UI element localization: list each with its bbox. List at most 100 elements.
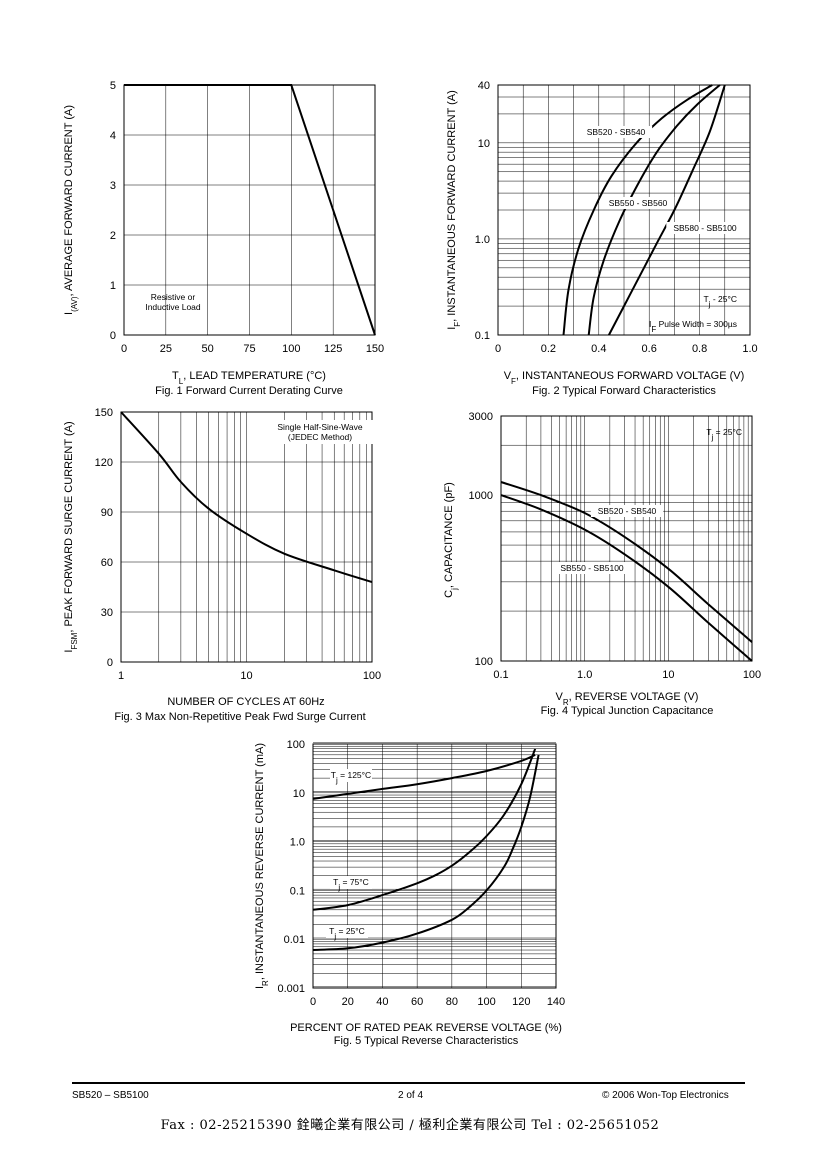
fig2-y-tick-label: 10 (478, 138, 490, 150)
fig5-series-line-1 (312, 753, 536, 800)
fig4-series-label-bg (553, 562, 631, 574)
fig3-series-line-1 (120, 411, 373, 583)
fig5-y-tick-label: 1.0 (290, 837, 305, 849)
footer-fax-line: Fax : 02-25215390 銓曦企業有限公司 / 極利企業有限公司 Te… (160, 1118, 660, 1133)
fig3-y-tick-label: 30 (101, 607, 113, 619)
fig3-x-tick-label: 1 (118, 670, 124, 682)
fig3-x-axis-label: NUMBER OF CYCLES AT 60Hz (167, 696, 324, 708)
fig1-y-tick-label: 0 (110, 330, 116, 342)
fig1-x-tick-label: 25 (160, 343, 172, 355)
fig2-x-tick-label: 0.4 (591, 343, 606, 355)
fig4-caption: Fig. 4 Typical Junction Capacitance (541, 705, 714, 717)
fig5-caption: Fig. 5 Typical Reverse Characteristics (334, 1035, 519, 1047)
fig1-caption: Fig. 1 Forward Current Derating Curve (155, 385, 343, 397)
fig2-series-line-1 (562, 84, 713, 336)
fig5-y-axis-label: IR, INSTANTANEOUS REVERSE CURRENT (mA) (254, 743, 270, 989)
fig2-series-label: SB520 - SB540 (587, 127, 646, 137)
fig2-x-tick-label: 0 (495, 343, 501, 355)
fig5-x-tick-label: 120 (512, 996, 530, 1008)
fig3-y-tick-label: 150 (95, 407, 113, 419)
fig4-series-label: SB520 - SB540 (598, 506, 657, 516)
fig1-y-tick-label: 3 (110, 180, 116, 192)
fig4-annotation: Tj = 25°C (706, 427, 742, 442)
fig5-x-tick-label: 20 (342, 996, 354, 1008)
fig2-annotation: Tj - 25°C (703, 294, 737, 309)
fig5-x-tick-label: 40 (376, 996, 388, 1008)
footer-copyright: © 2006 Won-Top Electronics (602, 1090, 729, 1101)
fig3-y-axis-label: IFSM, PEAK FORWARD SURGE CURRENT (A) (63, 421, 79, 652)
fig2-plot-frame (497, 84, 751, 336)
fig2-x-tick-label: 1.0 (742, 343, 757, 355)
fig1-x-axis-label: TL, LEAD TEMPERATURE (°C) (172, 370, 326, 386)
fig3-y-tick-label: 0 (107, 657, 113, 669)
fig4-series-label-bg (590, 505, 664, 517)
fig2-y-tick-label: 0.1 (475, 330, 490, 342)
fig1-x-tick-label: 50 (202, 343, 214, 355)
fig2-y-tick-label: 1.0 (475, 234, 490, 246)
fig5-y-tick-label: 0.01 (284, 934, 305, 946)
fig1-x-tick-label: 150 (366, 343, 384, 355)
footer-page-number: 2 of 4 (398, 1090, 424, 1101)
fig5-series-label: Tj = 125°C (331, 770, 371, 785)
fig2-series-label-bg (579, 126, 653, 138)
fig1-y-tick-label: 4 (110, 130, 116, 142)
fig2-x-tick-label: 0.6 (642, 343, 657, 355)
fig5-x-tick-label: 140 (547, 996, 565, 1008)
fig2-chart: 0 0.2 0.4 0.6 0.8 1.0 0.1 1.0 10 40 VF, INSTANTANE… (446, 80, 758, 397)
fig3-annotation-line2: (JEDEC Method) (288, 432, 352, 442)
fig4-y-tick-label: 1000 (469, 490, 493, 502)
fig5-series-label-bg (330, 876, 372, 889)
fig4-y-tick-label: 100 (475, 656, 493, 668)
fig4-y-axis-label: Cj, CAPACITANCE (pF) (443, 482, 459, 598)
footer-part-number: SB520 – SB5100 (72, 1090, 149, 1101)
fig4-x-tick-label: 10 (662, 669, 674, 681)
fig3-x-tick-label: 100 (363, 670, 381, 682)
fig2-series-line-2 (587, 84, 721, 336)
fig4-plot-frame (500, 415, 753, 662)
fig2-annotation: IF Pulse Width = 300µs (649, 319, 737, 334)
fig1-series-line-1 (124, 84, 376, 336)
fig5-series-label-bg (326, 925, 368, 938)
fig1-y-tick-label: 1 (110, 280, 116, 292)
fig5-x-tick-label: 0 (310, 996, 316, 1008)
fig5-plot-frame (312, 743, 557, 989)
fig5-x-tick-label: 100 (477, 996, 495, 1008)
fig5-y-tick-label: 0.1 (290, 885, 305, 897)
fig4-x-tick-label: 1.0 (577, 669, 592, 681)
fig3-y-tick-label: 120 (95, 457, 113, 469)
fig2-series-line-3 (608, 84, 726, 336)
fig3-plot-frame (120, 411, 373, 663)
fig2-y-axis-label: IF, INSTANTANEOUS FORWARD CURRENT (A) (446, 90, 462, 330)
fig4-x-tick-label: 0.1 (493, 669, 508, 681)
fig5-series-line-2 (312, 748, 537, 911)
fig5-y-tick-label: 0.001 (277, 983, 305, 995)
fig3-annotation-bg (265, 420, 375, 444)
fig4-x-axis-label: VR, REVERSE VOLTAGE (V) (556, 691, 699, 707)
fig5-x-tick-label: 80 (446, 996, 458, 1008)
fig1-chart: 0 25 50 75 100 125 150 0 1 2 3 4 5 TL, LEAD TEMPERATU… (63, 80, 384, 397)
fig4-series-line-1 (500, 481, 753, 643)
fig2-x-axis-label: VF, INSTANTANEOUS FORWARD VOLTAGE (V) (504, 370, 745, 386)
fig2-x-tick-label: 0.8 (692, 343, 707, 355)
fig5-series-label-bg (330, 769, 372, 782)
fig2-x-tick-label: 0.2 (541, 343, 556, 355)
fig5-series-label: Tj = 25°C (329, 926, 365, 941)
fig5-series-label: Tj = 75°C (333, 877, 369, 892)
fig3-annotation-line1: Single Half-Sine-Wave (277, 422, 362, 432)
fig1-y-tick-label: 2 (110, 230, 116, 242)
fig2-series-label-bg (601, 197, 675, 209)
fig3-caption: Fig. 3 Max Non-Repetitive Peak Fwd Surge… (114, 711, 365, 723)
fig2-series-label: SB580 - SB5100 (673, 223, 737, 233)
fig5-x-tick-label: 60 (411, 996, 423, 1008)
fig1-annotation-line1: Resistive or (151, 292, 196, 302)
fig4-y-tick-label: 3000 (469, 411, 493, 423)
fig3-x-tick-label: 10 (240, 670, 252, 682)
fig5-y-tick-label: 10 (293, 788, 305, 800)
fig2-caption: Fig. 2 Typical Forward Characteristics (532, 385, 716, 397)
fig4-x-tick-label: 100 (743, 669, 761, 681)
fig2-series-label-bg (666, 222, 744, 234)
fig2-series-label: SB550 - SB560 (609, 198, 668, 208)
fig1-x-tick-label: 0 (121, 343, 127, 355)
fig1-x-tick-label: 100 (282, 343, 300, 355)
